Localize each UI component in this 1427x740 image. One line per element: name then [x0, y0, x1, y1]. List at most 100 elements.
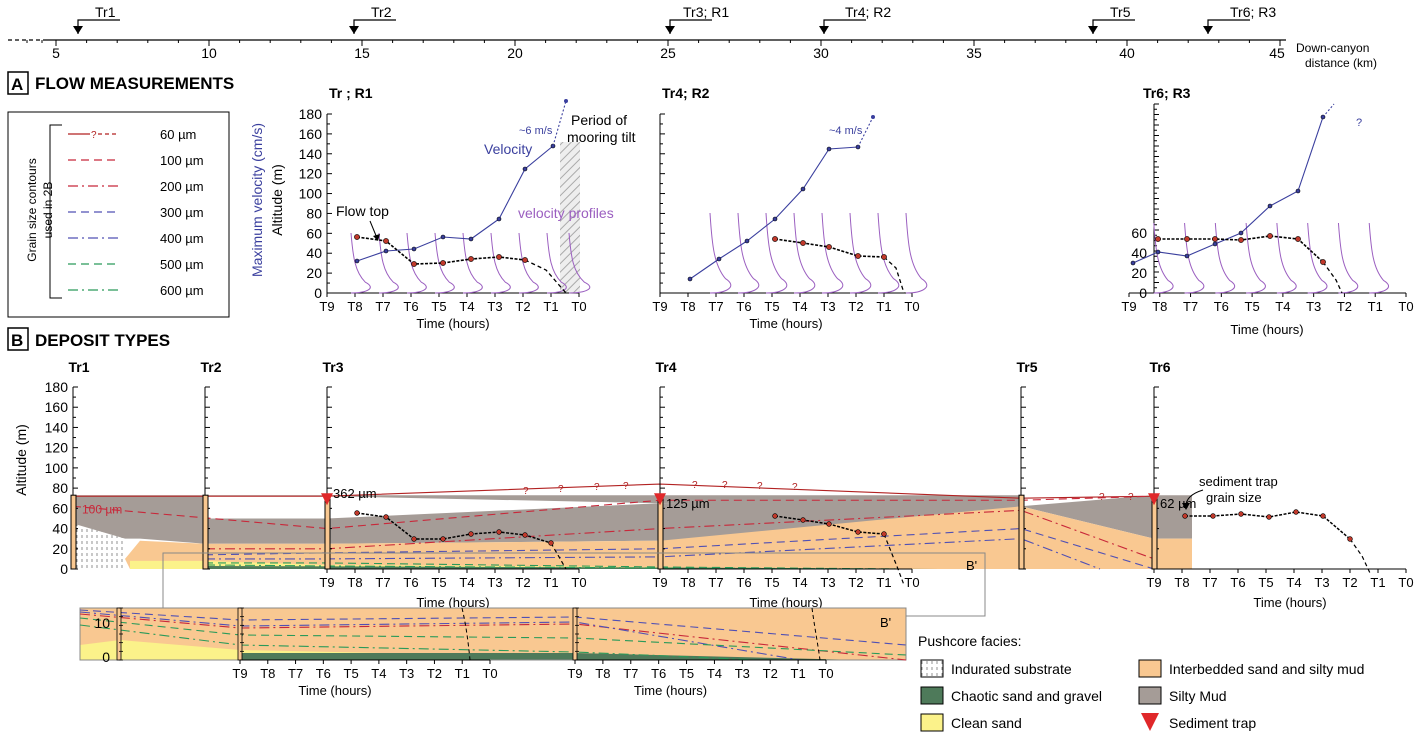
flow-top-point — [440, 536, 446, 542]
time-tick-label-T9: T9 — [319, 299, 334, 314]
annotation-velocity: Velocity — [484, 141, 532, 157]
time-tick-label: T2 — [763, 666, 778, 681]
time-tick-label-T9: T9 — [1121, 299, 1136, 314]
time-tick-label-T8: T8 — [1152, 299, 1167, 314]
core-label-tr3: Tr3 — [322, 359, 343, 375]
time-tick-label: T7 — [708, 575, 723, 590]
svg-text:Tr1: Tr1 — [95, 4, 116, 20]
velocity-profile — [568, 232, 591, 294]
altitude-axis-label-a: Altitude (m) — [269, 164, 285, 236]
time-tick-label-T0: T0 — [904, 299, 919, 314]
contour-600um — [204, 564, 901, 570]
legend-label-0: 60 µm — [160, 127, 196, 142]
contour-question-mark: ? — [594, 482, 600, 493]
flow-top-extrapolation — [883, 256, 905, 294]
altitude-tick-label: 100 — [45, 460, 69, 476]
panel-a-heading: A FLOW MEASUREMENTS — [7, 71, 234, 95]
velocity-point — [826, 146, 832, 152]
velocity-profile — [406, 232, 427, 294]
time-tick-label: T1 — [1370, 575, 1385, 590]
velocity-point — [383, 248, 389, 254]
inset-contour — [79, 611, 801, 661]
panel-b-title: DEPOSIT TYPES — [35, 331, 170, 350]
flow-top-point — [1155, 236, 1161, 242]
flow-top-point — [548, 540, 554, 546]
svg-text:Tr2: Tr2 — [371, 4, 392, 20]
altitude-tick-label: 140 — [299, 146, 323, 162]
svg-text:Indurated substrate: Indurated substrate — [951, 661, 1072, 677]
inset-tick-0: 0 — [102, 649, 110, 665]
altitude-tick-label: 0 — [60, 561, 68, 577]
legend-clean-sand: Clean sand — [920, 713, 1022, 732]
svg-text:Interbedded sand and silty mud: Interbedded sand and silty mud — [1169, 661, 1364, 677]
time-tick-label: T3 — [735, 666, 750, 681]
velocity-profile — [546, 232, 567, 294]
flow-top-point — [468, 531, 474, 537]
velocity-profile — [905, 212, 928, 294]
contour-question-mark: ? — [558, 484, 564, 495]
flow-top-point — [522, 257, 528, 263]
time-tick-label: T1 — [455, 666, 470, 681]
flow-top-point — [411, 536, 417, 542]
distance-label-2: distance (km) — [1305, 56, 1377, 70]
time-tick-label-T4: T4 — [1275, 299, 1290, 314]
time-tick-label: T8 — [595, 666, 610, 681]
inset-label: B' — [880, 615, 891, 630]
flow-top-point — [1320, 259, 1326, 265]
flow-top-point — [1266, 514, 1272, 520]
annotation-velocity-profiles: velocity profiles — [518, 205, 614, 221]
flow-top-point — [1320, 513, 1326, 519]
velocity-line — [689, 146, 859, 280]
velocity-point — [1295, 188, 1301, 194]
deposit-section: ????????? ? 100 µm 0 20 40 60 80 100 120 140 160 180… — [45, 359, 1414, 617]
altitude-tick-label: 80 — [306, 205, 322, 221]
time-tick-label-T4: T4 — [792, 299, 807, 314]
time-tick-label-T1: T1 — [876, 299, 891, 314]
velocity-profile — [1368, 222, 1389, 294]
time-tick-label: T0 — [904, 575, 919, 590]
velocity-profile — [821, 212, 844, 294]
time-tick-label: T9 — [319, 575, 334, 590]
time-tick-label-T5: T5 — [764, 299, 779, 314]
flow-top-extrapolation — [883, 533, 905, 586]
velocity-profile — [350, 232, 371, 294]
flow-top-extrapolation — [524, 259, 567, 294]
velocity-profile — [849, 212, 872, 294]
contour-question-mark: ? — [757, 481, 763, 492]
time-tick-label: T0 — [818, 666, 833, 681]
flow-top-point — [1267, 233, 1273, 239]
sediment-trap-marker — [1148, 493, 1160, 506]
svg-text:Sediment trap: Sediment trap — [1169, 715, 1256, 731]
time-tick-label: T9 — [232, 666, 247, 681]
flow-top-point — [440, 260, 446, 266]
flow-top-point — [522, 532, 528, 538]
velocity-profile — [1153, 222, 1174, 294]
svg-text:Tr5: Tr5 — [1110, 4, 1131, 20]
flow-top-line — [356, 512, 552, 544]
time-axis-title: Time (hours) — [416, 595, 489, 610]
contour-question-mark: ? — [792, 482, 798, 493]
time-tick-label: T6 — [736, 575, 751, 590]
time-tick-label-T1: T1 — [543, 299, 558, 314]
time-tick-label: T6 — [316, 666, 331, 681]
time-tick-label: T4 — [707, 666, 722, 681]
velocity-axis-label: Maximum velocity (cm/s) — [249, 123, 265, 277]
time-tick-label-T2: T2 — [515, 299, 530, 314]
transect-marker-tr6: Tr6; R3 — [1203, 4, 1276, 34]
inset-frame — [79, 607, 907, 661]
time-axis-title: Time (hours) — [634, 683, 707, 698]
inset-flow-top — [811, 607, 821, 661]
svg-text:Silty Mud: Silty Mud — [1169, 688, 1227, 704]
velocity-profile — [518, 232, 539, 294]
velocity-profile — [737, 212, 760, 294]
altitude-tick-label: 40 — [1131, 245, 1147, 261]
pushcore-tr2 — [202, 494, 209, 570]
time-tick-label: T4 — [1286, 575, 1301, 590]
flow-top-point — [383, 514, 389, 520]
velocity-profile — [765, 212, 788, 294]
velocity-point — [1184, 253, 1190, 259]
time-tick-label: T6 — [1230, 575, 1245, 590]
plot-r1: 0 20 40 60 80 100 120 140 160 180 T9 T8 T7 T6 T5 T4 T3 T2… — [299, 99, 591, 331]
